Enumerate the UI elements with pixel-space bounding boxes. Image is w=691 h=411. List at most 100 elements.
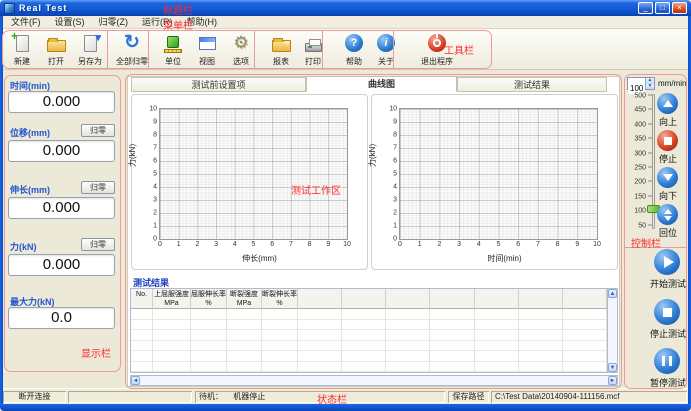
jog-up-button[interactable]: 向上 xyxy=(658,117,677,127)
slider-tick-label: 300 xyxy=(626,150,652,157)
menu-zero[interactable]: 归零(Z) xyxy=(98,16,129,27)
table-cell xyxy=(131,361,153,372)
table-cell xyxy=(386,309,431,320)
return-icon[interactable] xyxy=(657,204,678,225)
force-zero-button[interactable]: 归零 xyxy=(81,238,115,251)
jog-stop-icon[interactable] xyxy=(657,130,678,151)
force-elongation-plot: 0 1 2 3 4 5 6 7 8 9 10 0 1 2 3 4 5 6 7 8 9 10 xyxy=(149,106,351,249)
vertical-scrollbar[interactable]: ▲ ▼ xyxy=(607,288,618,373)
table-cell xyxy=(562,340,607,351)
window-border-bottom xyxy=(0,404,691,411)
toolbar-button-view-window[interactable]: 视图 xyxy=(190,31,224,69)
scroll-right-icon[interactable]: ► xyxy=(608,376,617,385)
toolbar-button-zero-all[interactable]: ↻ 全部归零 xyxy=(116,32,148,66)
y-tick-label: 6 xyxy=(393,157,397,165)
table-header-cell xyxy=(474,289,519,309)
toolbar-separator xyxy=(322,31,323,68)
speed-spinner[interactable]: ▲ ▼ xyxy=(645,78,654,89)
toolbar-button-save-as[interactable]: ▾ 另存为 xyxy=(78,32,102,66)
table-cell xyxy=(131,319,153,330)
displacement-value: 0.000 xyxy=(8,140,115,162)
x-tick-label: 10 xyxy=(343,241,351,248)
speed-value-field[interactable] xyxy=(628,83,645,94)
return-button[interactable]: 回位 xyxy=(658,228,677,238)
status-bar: 断开连接 待机： 机器停止 保存路径 C:\Test Data\20140904… xyxy=(0,388,691,404)
maximize-button[interactable]: □ xyxy=(655,2,670,14)
jog-down-icon[interactable] xyxy=(657,167,678,188)
pause-test-icon[interactable] xyxy=(654,348,680,374)
toolbar-button-printer[interactable]: 打印 xyxy=(297,31,329,69)
toolbar-button-report-folder[interactable]: ▫ 报表 xyxy=(265,31,297,69)
tab-pretest-settings[interactable]: 测试前设置项 xyxy=(131,77,306,92)
toolbar-button-help-question[interactable]: ? 帮助 xyxy=(338,31,370,69)
about-info-icon: i xyxy=(374,31,398,55)
speed-unit-label: mm/min xyxy=(658,79,687,88)
table-cell xyxy=(430,319,475,330)
toolbar-button-about-info[interactable]: i 关于 xyxy=(370,31,402,69)
machine-state: 机器停止 xyxy=(233,392,266,401)
table-cell xyxy=(474,319,519,330)
jog-down-button[interactable]: 向下 xyxy=(658,191,677,201)
table-cell xyxy=(430,351,475,362)
menu-run[interactable]: 运行(R) xyxy=(142,16,173,27)
toolbar-button-options-gear[interactable]: ⚙ 选项 xyxy=(224,31,258,69)
menu-help[interactable]: 帮助(H) xyxy=(186,16,218,27)
table-cell xyxy=(474,361,519,372)
start-test-button[interactable]: 开始测试 xyxy=(649,279,686,289)
toolbar-separator xyxy=(107,31,108,68)
time-value: 0.000 xyxy=(8,91,115,113)
stop-test-button[interactable]: 停止测试 xyxy=(649,329,686,339)
new-document-icon: + xyxy=(10,29,34,55)
toolbar-button-open-folder[interactable]: 打开 xyxy=(39,31,73,69)
table-cell xyxy=(474,340,519,351)
jog-up-icon[interactable] xyxy=(657,93,678,114)
view-window-icon xyxy=(195,31,219,55)
toolbar-button-unit[interactable]: 单位 xyxy=(156,31,190,69)
spinner-up-icon[interactable]: ▲ xyxy=(645,78,654,84)
minimize-button[interactable]: _ xyxy=(638,2,653,14)
horizontal-scrollbar[interactable]: ◄ ► xyxy=(130,375,618,386)
elongation-zero-button[interactable]: 归零 xyxy=(81,181,115,194)
close-button[interactable]: × xyxy=(672,2,687,14)
table-cell xyxy=(191,330,227,341)
spinner-down-icon[interactable]: ▼ xyxy=(645,83,654,89)
tab-test-results[interactable]: 测试结果 xyxy=(457,77,607,92)
table-header-cell: 断裂强度 MPa xyxy=(227,289,262,309)
start-test-icon[interactable] xyxy=(654,249,680,275)
toolbar-button-exit-power[interactable]: 退出程序 xyxy=(414,31,460,69)
scroll-up-icon[interactable]: ▲ xyxy=(608,289,617,298)
speed-slider-track[interactable] xyxy=(652,94,655,229)
displacement-zero-button[interactable]: 归零 xyxy=(81,124,115,137)
menu-file[interactable]: 文件(F) xyxy=(11,16,41,27)
y-tick-label: 10 xyxy=(389,105,397,113)
title-bar: Real Test _ □ × xyxy=(0,0,691,16)
slider-tick-label: 450 xyxy=(626,107,652,114)
speed-input[interactable]: ▲ ▼ xyxy=(627,77,655,94)
connection-status[interactable]: 断开连接 xyxy=(3,391,66,403)
scroll-left-icon[interactable]: ◄ xyxy=(131,376,140,385)
table-header-cell: 屈服伸长率% xyxy=(191,289,227,309)
tab-curve-chart[interactable]: 曲线图 xyxy=(306,76,457,92)
pause-test-button[interactable]: 暂停测试 xyxy=(649,378,686,388)
table-cell xyxy=(562,330,607,341)
stop-test-icon[interactable] xyxy=(654,299,680,325)
table-cell xyxy=(131,340,153,351)
x-tick-label: 6 xyxy=(270,241,275,248)
table-cell xyxy=(262,309,298,320)
displacement-label: 位移(mm) xyxy=(10,128,50,138)
table-cell xyxy=(342,340,387,351)
jog-stop-button[interactable]: 停止 xyxy=(658,154,677,164)
results-table: No. 上屈服强度 MPa 屈服伸长率% 断裂强度 MPa 断裂伸长率% xyxy=(130,288,607,373)
table-cell xyxy=(518,361,563,372)
y-tick-label: 0 xyxy=(153,235,157,243)
table-cell xyxy=(474,351,519,362)
force-time-plot: 0 1 2 3 4 5 6 7 8 9 10 0 1 2 3 4 5 6 7 8 9 10 xyxy=(389,106,601,249)
table-cell xyxy=(386,351,431,362)
toolbar-button-new-document[interactable]: + 新建 xyxy=(5,29,39,69)
elongation-label: 伸长(mm) xyxy=(10,185,50,195)
table-cell xyxy=(518,340,563,351)
menu-settings[interactable]: 设置(S) xyxy=(54,16,85,27)
x-tick-label: 8 xyxy=(307,241,312,248)
table-cell xyxy=(562,309,607,320)
scroll-down-icon[interactable]: ▼ xyxy=(608,363,617,372)
